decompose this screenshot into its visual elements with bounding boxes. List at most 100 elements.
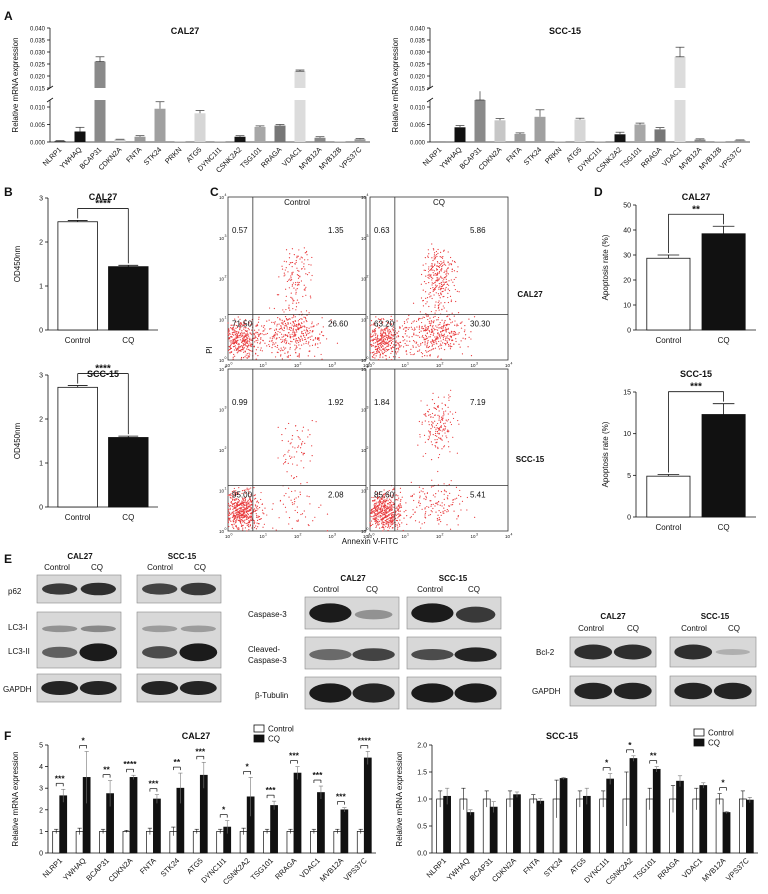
dot	[291, 274, 293, 276]
x-tick-label: FNTA	[138, 856, 158, 876]
dot	[289, 322, 292, 324]
dot	[389, 330, 391, 333]
dot	[253, 523, 255, 525]
dot	[468, 336, 470, 338]
dot	[425, 350, 427, 352]
dot	[381, 351, 383, 353]
dot	[397, 495, 399, 497]
dot	[244, 501, 246, 503]
dot	[278, 348, 280, 350]
dot	[304, 338, 306, 341]
dot	[229, 497, 232, 499]
dot	[439, 335, 441, 338]
dot	[231, 524, 234, 526]
dot	[240, 516, 242, 518]
dot	[424, 512, 426, 514]
dot	[373, 505, 376, 507]
dot	[287, 355, 290, 357]
dot	[228, 337, 230, 339]
dot	[297, 277, 300, 279]
dot	[384, 499, 386, 501]
dot	[392, 522, 394, 524]
dot	[420, 283, 422, 285]
dot	[450, 300, 452, 303]
dot	[308, 272, 310, 274]
dot	[264, 342, 266, 344]
dot	[238, 487, 240, 489]
dot	[241, 347, 244, 349]
dot	[237, 508, 239, 510]
dot	[239, 327, 241, 329]
dot	[437, 319, 439, 321]
dot	[298, 355, 300, 357]
dot	[444, 289, 446, 292]
dot	[247, 523, 250, 525]
dot	[428, 414, 430, 416]
dot	[372, 518, 374, 520]
dot	[396, 332, 399, 334]
dot	[234, 520, 237, 522]
y-tick-label: 0.000	[30, 141, 46, 147]
dot	[272, 344, 274, 346]
dot	[290, 275, 292, 277]
dot	[458, 423, 460, 425]
dot	[242, 515, 244, 517]
dot	[376, 517, 378, 519]
dot	[236, 336, 238, 338]
dot	[383, 495, 385, 497]
dot	[277, 317, 279, 319]
blot-membrane	[406, 596, 502, 630]
dot	[387, 521, 390, 524]
dot	[382, 318, 384, 320]
dot	[259, 518, 261, 520]
dot	[289, 253, 291, 255]
dot	[435, 310, 437, 312]
dot	[237, 325, 239, 327]
y-tick-label: 10	[361, 277, 367, 282]
dot	[284, 506, 287, 508]
dot	[437, 356, 439, 358]
dot	[438, 300, 440, 302]
dot	[431, 423, 433, 426]
x-tick-label: Control	[65, 336, 91, 345]
dot	[431, 511, 433, 513]
dot	[437, 324, 439, 326]
dot	[375, 342, 377, 344]
dot	[436, 274, 439, 276]
dot	[385, 512, 387, 514]
significance-stars: **	[174, 757, 181, 767]
dot	[422, 289, 424, 291]
dot	[288, 307, 290, 309]
dot	[374, 338, 376, 340]
dot	[440, 425, 443, 427]
dot	[403, 517, 405, 519]
dot	[248, 510, 250, 512]
dot	[258, 523, 260, 525]
dot	[384, 520, 386, 522]
bar	[674, 100, 686, 142]
dot	[242, 529, 244, 531]
y-tick-label: 10	[219, 195, 225, 200]
y-tick-label: 10	[361, 367, 367, 372]
dot	[398, 497, 400, 499]
dot	[295, 328, 297, 331]
dot	[246, 523, 248, 525]
dot	[283, 495, 285, 497]
group-label: CAL27	[67, 552, 93, 561]
dot	[397, 342, 399, 344]
dot	[434, 505, 436, 507]
dot	[426, 344, 428, 346]
dot	[434, 414, 436, 417]
panel-letter-C: C	[210, 185, 219, 199]
dot	[250, 506, 252, 509]
dot	[429, 324, 432, 326]
dot	[375, 352, 378, 354]
dot	[233, 487, 235, 490]
dot	[396, 520, 398, 522]
dot	[437, 514, 439, 516]
dot	[227, 333, 229, 336]
dot	[257, 508, 259, 510]
dot	[432, 282, 434, 285]
dot	[391, 520, 393, 522]
significance-stars: ***	[148, 779, 159, 789]
